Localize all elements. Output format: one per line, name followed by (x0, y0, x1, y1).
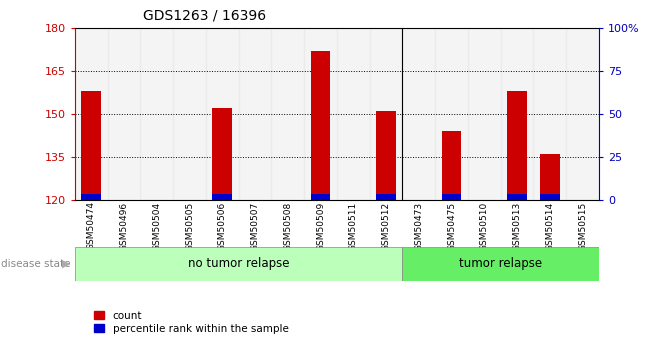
Bar (441, 131, 462, 200)
Bar (212, 108, 232, 200)
Bar (540, 194, 560, 200)
Bar (81, 91, 101, 200)
Bar (239, 28, 271, 200)
Bar (507, 91, 527, 200)
Bar (173, 28, 206, 200)
Text: GDS1263 / 16396: GDS1263 / 16396 (143, 9, 266, 23)
Bar (533, 28, 566, 200)
Bar (304, 28, 337, 200)
Text: ▶: ▶ (62, 259, 70, 269)
Bar (566, 28, 599, 200)
Bar (435, 28, 468, 200)
Bar (337, 28, 370, 200)
Bar (468, 28, 501, 200)
Text: tumor relapse: tumor relapse (459, 257, 542, 270)
Text: no tumor relapse: no tumor relapse (188, 257, 290, 270)
Bar (311, 51, 330, 200)
Text: disease state: disease state (1, 259, 70, 269)
Bar (370, 28, 402, 200)
Bar (271, 28, 304, 200)
Bar (501, 28, 533, 200)
Bar (402, 28, 435, 200)
Bar (402, 247, 599, 281)
Bar (441, 194, 462, 200)
Bar (75, 247, 402, 281)
Bar (212, 194, 232, 200)
Bar (507, 194, 527, 200)
Bar (540, 154, 560, 200)
Bar (376, 111, 396, 200)
Bar (311, 194, 330, 200)
Bar (376, 194, 396, 200)
Bar (75, 28, 107, 200)
Bar (107, 28, 141, 200)
Legend: count, percentile rank within the sample: count, percentile rank within the sample (90, 307, 293, 338)
Bar (81, 194, 101, 200)
Bar (141, 28, 173, 200)
Bar (206, 28, 239, 200)
